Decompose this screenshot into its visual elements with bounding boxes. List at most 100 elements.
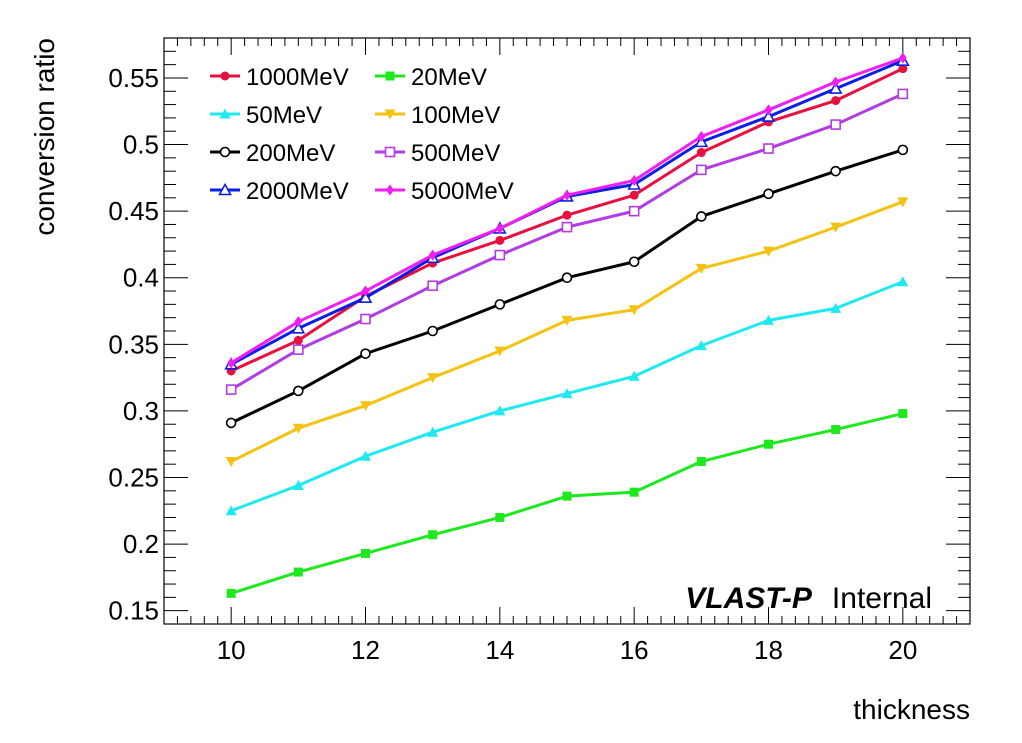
data-point-200mev bbox=[293, 385, 304, 397]
data-point-20mev bbox=[831, 425, 841, 435]
legend-swatch-marker bbox=[384, 109, 396, 120]
y-tick-label: 0.45 bbox=[108, 196, 159, 226]
data-point-500mev bbox=[561, 221, 573, 233]
data-point-5000mev bbox=[831, 76, 840, 88]
data-point-50mev bbox=[897, 276, 909, 287]
legend: 1000MeV 20MeV 50MeV 100MeV 200MeV 500MeV 2000M… bbox=[210, 64, 514, 205]
data-point-2000mev bbox=[291, 321, 306, 334]
data-point-50mev bbox=[427, 426, 439, 437]
y-tick-label: 0.4 bbox=[123, 263, 159, 293]
legend-label: 5000MeV bbox=[411, 178, 514, 205]
data-point-500mev bbox=[494, 249, 506, 261]
data-point-500mev bbox=[427, 280, 438, 292]
legend-swatch-marker bbox=[385, 71, 395, 81]
series-layer bbox=[224, 52, 910, 598]
data-point-50mev bbox=[494, 405, 506, 416]
y-axis-title: conversion ratio bbox=[29, 38, 60, 236]
data-point-50mev bbox=[628, 370, 640, 381]
data-point-5000mev bbox=[630, 175, 639, 187]
data-point-200mev bbox=[830, 165, 841, 177]
data-point-50mev bbox=[695, 340, 707, 351]
data-point-100mev bbox=[897, 197, 909, 208]
data-point-5000mev bbox=[898, 52, 907, 64]
data-point-5000mev bbox=[563, 189, 571, 201]
series-20mev bbox=[226, 409, 908, 598]
data-point-20mev bbox=[898, 409, 908, 419]
x-tick-label: 10 bbox=[217, 635, 246, 665]
data-point-200mev bbox=[225, 417, 237, 429]
legend-item-1000mev: 1000MeV bbox=[210, 64, 349, 91]
data-point-5000mev bbox=[227, 357, 236, 369]
data-point-100mev bbox=[628, 305, 640, 316]
data-point-1000mev bbox=[696, 148, 706, 158]
data-point-200mev bbox=[427, 325, 438, 337]
data-point-200mev bbox=[897, 144, 909, 156]
data-point-50mev bbox=[561, 388, 573, 399]
series-5000mev bbox=[227, 52, 907, 369]
axes: 10 12 14 16 18 20 0.15 0.2 0.25 0.3 0.35 0.4 0.45 0.5… bbox=[108, 37, 971, 665]
data-point-500mev bbox=[225, 384, 237, 395]
data-point-50mev bbox=[830, 302, 842, 313]
legend-swatch-marker bbox=[220, 71, 230, 81]
legend-swatch-marker bbox=[384, 146, 396, 158]
data-point-1000mev bbox=[293, 335, 303, 345]
data-point-20mev bbox=[562, 491, 572, 501]
legend-item-100mev: 100MeV bbox=[375, 102, 500, 129]
legend-label: 2000MeV bbox=[246, 178, 349, 205]
legend-label: 500MeV bbox=[411, 140, 500, 167]
data-point-500mev bbox=[763, 143, 774, 154]
data-point-100mev bbox=[561, 315, 573, 326]
data-point-500mev bbox=[628, 205, 640, 217]
y-tick-label: 0.3 bbox=[123, 396, 159, 426]
data-point-20mev bbox=[629, 487, 639, 497]
data-point-500mev bbox=[897, 88, 909, 100]
legend-label: 50MeV bbox=[246, 102, 322, 129]
data-point-1000mev bbox=[562, 210, 572, 220]
x-tick-label: 14 bbox=[485, 635, 514, 665]
legend-item-500mev: 500MeV bbox=[375, 140, 500, 167]
data-point-100mev bbox=[763, 246, 774, 257]
data-point-100mev bbox=[427, 373, 439, 384]
series-200mev bbox=[225, 144, 909, 429]
x-tick-label: 12 bbox=[351, 635, 380, 665]
y-tick-label: 0.35 bbox=[108, 329, 159, 359]
data-point-1000mev bbox=[629, 190, 639, 200]
data-point-2000mev bbox=[761, 109, 776, 122]
series-100mev bbox=[225, 197, 909, 468]
data-point-200mev bbox=[360, 348, 371, 359]
data-point-5000mev bbox=[764, 104, 773, 116]
data-point-500mev bbox=[696, 164, 707, 176]
y-tick-label: 0.5 bbox=[123, 130, 159, 160]
x-tick-label: 20 bbox=[888, 635, 917, 665]
data-point-500mev bbox=[830, 119, 841, 130]
data-point-20mev bbox=[226, 588, 236, 598]
data-point-20mev bbox=[696, 457, 706, 467]
y-tick-label: 0.55 bbox=[108, 63, 159, 93]
data-point-5000mev bbox=[294, 316, 303, 328]
data-point-100mev bbox=[360, 401, 371, 412]
data-point-2000mev bbox=[358, 290, 373, 304]
data-point-100mev bbox=[830, 222, 842, 233]
data-point-2000mev bbox=[828, 81, 843, 94]
legend-swatch-marker bbox=[218, 182, 232, 196]
data-point-20mev bbox=[495, 512, 505, 522]
legend-item-5000mev: 5000MeV bbox=[375, 178, 514, 205]
legend-item-50mev: 50MeV bbox=[210, 102, 322, 129]
y-tick-label: 0.2 bbox=[123, 529, 159, 559]
y-tick-label: 0.15 bbox=[108, 596, 159, 626]
data-point-500mev bbox=[293, 344, 304, 355]
legend-item-200mev: 200MeV bbox=[210, 140, 335, 167]
data-point-50mev bbox=[225, 505, 237, 516]
data-point-100mev bbox=[292, 423, 304, 434]
data-point-50mev bbox=[292, 479, 304, 490]
vlast-stamp-normal: Internal bbox=[832, 582, 932, 615]
data-point-1000mev bbox=[831, 96, 841, 106]
data-point-100mev bbox=[225, 457, 237, 468]
data-point-200mev bbox=[494, 299, 506, 310]
series-50mev bbox=[225, 276, 909, 516]
legend-swatch-marker bbox=[219, 146, 231, 158]
data-point-200mev bbox=[561, 272, 573, 284]
vlast-stamp: VLAST-P Internal bbox=[685, 582, 932, 615]
x-axis-title: thickness bbox=[853, 694, 970, 725]
